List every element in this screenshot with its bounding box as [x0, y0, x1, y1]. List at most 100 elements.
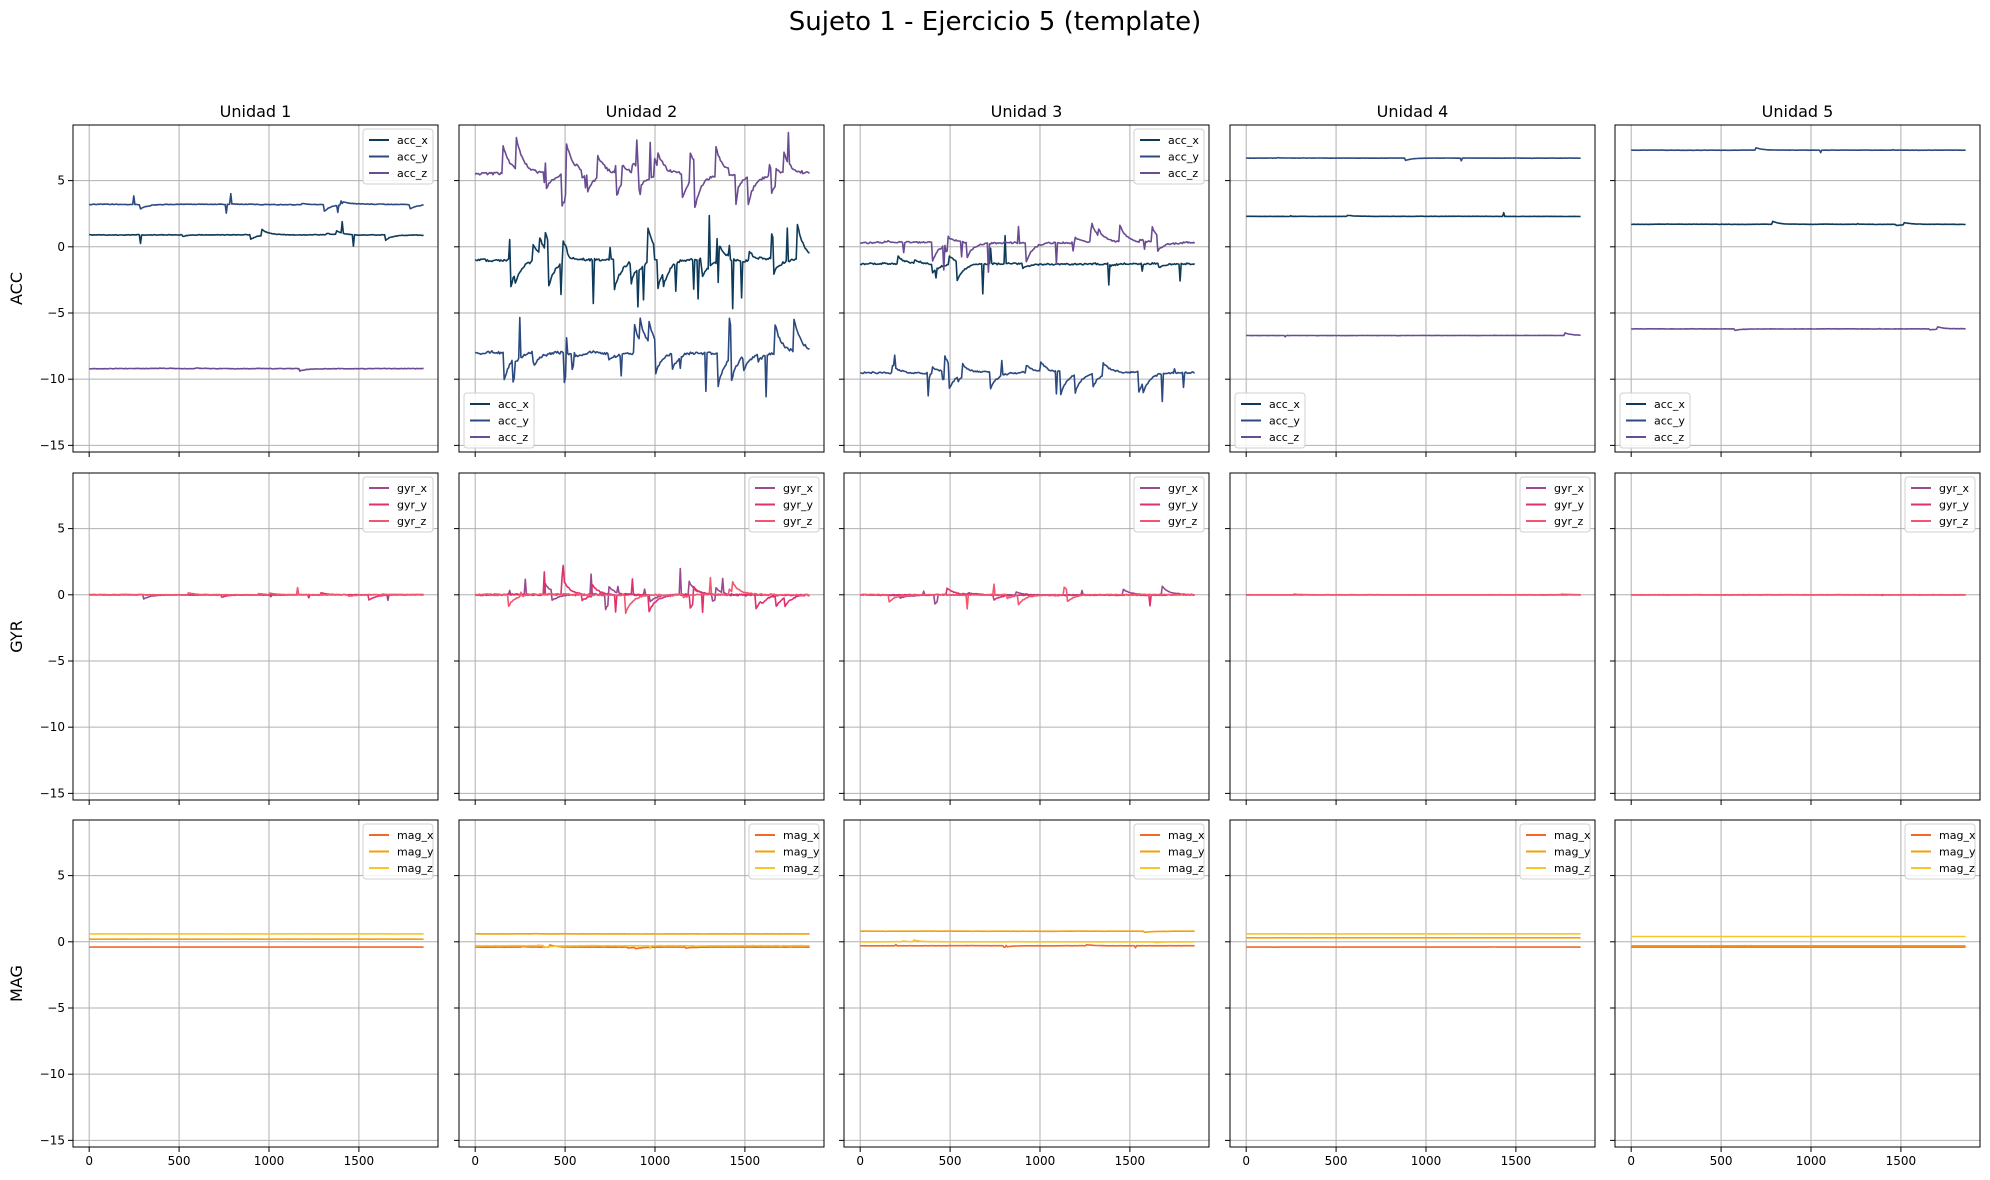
- legend: acc_x acc_y acc_z: [463, 392, 535, 449]
- axes-frame: [458, 819, 825, 1148]
- panel-gyr-1: 5 0 −5 −10 −15 gyr_x gyr_y gyr_z: [40, 472, 439, 805]
- column-title-4: Unidad 4: [1377, 102, 1449, 121]
- x-tick-label: 1000: [254, 1154, 285, 1168]
- legend-label: gyr_x: [1168, 482, 1199, 495]
- legend-box: [1133, 823, 1205, 880]
- legend-label: mag_z: [1554, 862, 1590, 875]
- legend-box: [1519, 476, 1591, 533]
- series-line-gyr_z: [89, 586, 424, 598]
- legend-label: gyr_z: [783, 515, 813, 528]
- y-tick-label: −10: [40, 720, 65, 734]
- x-tick-label: 0: [1242, 1154, 1250, 1168]
- axes-frame: [72, 124, 439, 453]
- panel-gyr-3: gyr_x gyr_y gyr_z: [839, 472, 1210, 805]
- legend: mag_x mag_y mag_z: [1133, 823, 1205, 880]
- series-line-acc_y: [1246, 156, 1581, 162]
- legend-label: mag_z: [1168, 862, 1204, 875]
- legend-label: mag_x: [1168, 829, 1205, 842]
- y-tick-label: −15: [40, 786, 65, 800]
- legend: gyr_x gyr_y gyr_z: [1133, 476, 1205, 533]
- y-tick-label: −15: [40, 438, 65, 452]
- y-tick-label: 0: [57, 935, 65, 949]
- legend-box: [748, 823, 820, 880]
- column-title-3: Unidad 3: [991, 102, 1063, 121]
- legend: gyr_x gyr_y gyr_z: [362, 476, 434, 533]
- series-line-gyr_z: [859, 583, 1195, 610]
- axes-frame: [843, 819, 1210, 1148]
- legend-label: acc_z: [1269, 431, 1299, 444]
- legend-label: gyr_z: [1939, 515, 1969, 528]
- legend-label: gyr_z: [397, 515, 427, 528]
- legend-label: mag_z: [397, 862, 433, 875]
- row-label-acc: ACC: [7, 272, 26, 305]
- legend-label: mag_x: [783, 829, 820, 842]
- axes-frame: [843, 472, 1210, 801]
- x-tick-label: 0: [471, 1154, 479, 1168]
- legend: acc_x acc_y acc_z: [1619, 392, 1691, 449]
- y-tick-label: −5: [47, 654, 65, 668]
- series-line-acc_z: [859, 222, 1196, 273]
- legend-label: mag_x: [397, 829, 434, 842]
- x-tick-label: 500: [554, 1154, 577, 1168]
- panel-acc-2: acc_x acc_y acc_z: [454, 124, 825, 457]
- legend-label: gyr_x: [1939, 482, 1970, 495]
- legend-label: acc_z: [1654, 431, 1684, 444]
- series-line-acc_x: [1246, 211, 1581, 218]
- series-line-acc_z: [474, 131, 810, 209]
- legend-label: acc_x: [397, 134, 428, 147]
- legend: acc_x acc_y acc_z: [1133, 128, 1205, 185]
- legend: gyr_x gyr_y gyr_z: [1519, 476, 1591, 533]
- x-tick-label: 1500: [1115, 1154, 1146, 1168]
- legend: mag_x mag_y mag_z: [362, 823, 434, 880]
- column-title-1: Unidad 1: [220, 102, 292, 121]
- series-line-mag_y: [860, 930, 1195, 934]
- series-line-acc_z: [1631, 326, 1966, 332]
- x-tick-label: 1500: [730, 1154, 761, 1168]
- panel-gyr-2: gyr_x gyr_y gyr_z: [454, 472, 825, 805]
- y-tick-label: −15: [40, 1133, 65, 1147]
- row-label-gyr: GYR: [7, 620, 26, 653]
- panel-gyr-5: gyr_x gyr_y gyr_z: [1610, 472, 1981, 805]
- axes-frame: [1614, 819, 1981, 1148]
- column-title-2: Unidad 2: [606, 102, 678, 121]
- legend: mag_x mag_y mag_z: [748, 823, 820, 880]
- series-line-acc_x: [89, 220, 424, 247]
- x-tick-label: 1500: [1501, 1154, 1532, 1168]
- legend-box: [1904, 823, 1976, 880]
- panel-gyr-4: gyr_x gyr_y gyr_z: [1225, 472, 1596, 805]
- axes-frame: [1614, 124, 1981, 453]
- axes-frame: [843, 124, 1210, 453]
- series-line-acc_y: [88, 192, 424, 214]
- panel-acc-1: 5 0 −5 −10 −15 acc_x acc_y acc_z: [40, 124, 439, 457]
- legend-label: mag_z: [1939, 862, 1975, 875]
- series-line-acc_y: [860, 354, 1196, 403]
- y-tick-label: −10: [40, 372, 65, 386]
- legend-label: mag_x: [1554, 829, 1591, 842]
- x-tick-label: 1000: [1025, 1154, 1056, 1168]
- panel-mag-2: 0 500 1000 1500 mag_x mag_y mag_z: [454, 819, 825, 1168]
- legend-label: gyr_x: [397, 482, 428, 495]
- panel-mag-1: 0 500 1000 1500 5 0 −5 −10 −15 mag_x mag_y mag_z: [40, 819, 439, 1168]
- series-line-acc_z: [89, 367, 424, 373]
- legend-label: gyr_y: [1554, 499, 1585, 512]
- legend-label: gyr_y: [397, 499, 428, 512]
- axes-frame: [1229, 124, 1596, 453]
- legend: gyr_x gyr_y gyr_z: [748, 476, 820, 533]
- legend-label: acc_y: [397, 151, 428, 164]
- legend-box: [362, 823, 434, 880]
- series-line-acc_x: [859, 234, 1196, 295]
- series-line-mag_z: [475, 944, 810, 950]
- y-tick-label: −5: [47, 1001, 65, 1015]
- legend-box: [1904, 476, 1976, 533]
- series-line-acc_z: [1246, 332, 1581, 338]
- panel-acc-4: acc_x acc_y acc_z: [1225, 124, 1596, 457]
- x-tick-label: 500: [168, 1154, 191, 1168]
- legend: gyr_x gyr_y gyr_z: [1904, 476, 1976, 533]
- x-tick-label: 500: [1325, 1154, 1348, 1168]
- subplot-grid: ACC GYR MAG Unidad 1 Unidad 2 Unidad 3 Unidad …: [7, 102, 1981, 1168]
- legend-label: acc_z: [1168, 167, 1198, 180]
- y-tick-label: −10: [40, 1067, 65, 1081]
- legend-label: acc_x: [1168, 134, 1199, 147]
- legend-label: mag_z: [783, 862, 819, 875]
